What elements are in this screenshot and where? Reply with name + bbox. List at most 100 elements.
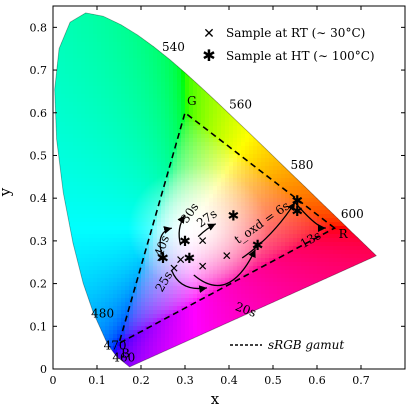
color-cell xyxy=(357,182,362,187)
color-cell xyxy=(129,134,134,139)
color-cell xyxy=(121,174,126,179)
color-cell xyxy=(177,12,182,15)
color-cell xyxy=(241,42,246,47)
color-cell xyxy=(81,234,86,239)
color-cell xyxy=(201,134,206,139)
color-cell xyxy=(101,206,106,211)
color-cell xyxy=(61,142,66,147)
color-cell xyxy=(221,158,226,163)
color-cell xyxy=(361,162,366,167)
color-cell xyxy=(65,186,70,191)
color-cell xyxy=(281,110,286,115)
color-cell xyxy=(61,158,66,163)
color-cell xyxy=(81,94,86,99)
color-cell xyxy=(217,54,222,59)
color-cell xyxy=(54,14,58,19)
color-cell xyxy=(305,130,310,135)
color-cell xyxy=(357,66,362,71)
color-cell xyxy=(333,230,338,235)
color-cell xyxy=(285,42,290,47)
color-cell xyxy=(137,74,142,79)
color-cell xyxy=(249,178,254,183)
color-cell xyxy=(197,154,202,159)
color-cell xyxy=(285,146,290,151)
color-cell xyxy=(81,82,86,87)
color-cell xyxy=(93,126,98,131)
color-cell xyxy=(285,70,290,75)
color-cell xyxy=(65,94,70,99)
color-cell xyxy=(161,98,166,103)
color-cell xyxy=(209,90,214,95)
color-cell xyxy=(313,162,318,167)
color-cell xyxy=(149,126,154,131)
color-cell xyxy=(305,178,310,183)
color-cell xyxy=(137,42,142,47)
color-cell xyxy=(189,158,194,163)
color-cell xyxy=(257,178,262,183)
color-cell xyxy=(157,42,162,47)
color-cell xyxy=(81,206,86,211)
color-cell xyxy=(293,210,298,215)
color-cell xyxy=(181,162,186,167)
color-cell xyxy=(321,114,326,119)
color-cell xyxy=(69,34,74,39)
color-cell xyxy=(77,118,82,123)
color-cell xyxy=(149,142,154,147)
color-cell xyxy=(57,98,62,103)
color-cell xyxy=(77,58,82,63)
color-cell xyxy=(177,90,182,95)
color-cell xyxy=(341,6,346,11)
color-cell xyxy=(349,122,354,127)
color-cell xyxy=(113,226,118,231)
color-cell xyxy=(229,118,234,123)
color-cell xyxy=(193,158,198,163)
color-cell xyxy=(181,74,186,79)
color-cell xyxy=(361,78,366,83)
color-cell xyxy=(149,66,154,71)
color-cell xyxy=(305,86,310,91)
color-cell xyxy=(293,130,298,135)
color-cell xyxy=(54,102,58,107)
color-cell xyxy=(161,150,166,155)
color-cell xyxy=(129,18,134,23)
color-cell xyxy=(289,226,294,231)
color-cell xyxy=(145,90,150,95)
color-cell xyxy=(97,38,102,43)
color-cell xyxy=(293,194,298,199)
color-cell xyxy=(141,54,146,59)
color-cell xyxy=(325,194,330,199)
color-cell xyxy=(273,12,278,15)
color-cell xyxy=(177,130,182,135)
color-cell xyxy=(89,222,94,227)
color-cell xyxy=(133,106,138,111)
color-cell xyxy=(149,94,154,99)
color-cell xyxy=(105,214,110,219)
color-cell xyxy=(181,30,186,35)
color-cell xyxy=(265,198,270,203)
color-cell xyxy=(54,38,58,43)
color-cell xyxy=(249,154,254,159)
color-cell xyxy=(85,38,90,43)
color-cell xyxy=(273,166,278,171)
color-cell xyxy=(285,226,290,231)
color-cell xyxy=(353,78,358,83)
color-cell xyxy=(277,162,282,167)
color-cell xyxy=(85,154,90,159)
color-cell xyxy=(333,82,338,87)
color-cell xyxy=(353,158,358,163)
color-cell xyxy=(141,110,146,115)
color-cell xyxy=(249,12,254,15)
color-cell xyxy=(197,138,202,143)
color-cell xyxy=(381,86,386,91)
color-cell xyxy=(181,58,186,63)
color-cell xyxy=(249,86,254,91)
color-cell xyxy=(81,186,86,191)
color-cell xyxy=(241,74,246,79)
color-cell xyxy=(257,126,262,131)
color-cell xyxy=(357,110,362,115)
color-cell xyxy=(317,12,322,15)
color-cell xyxy=(241,126,246,131)
color-cell xyxy=(365,158,370,163)
color-cell xyxy=(317,150,322,155)
color-cell xyxy=(197,94,202,99)
